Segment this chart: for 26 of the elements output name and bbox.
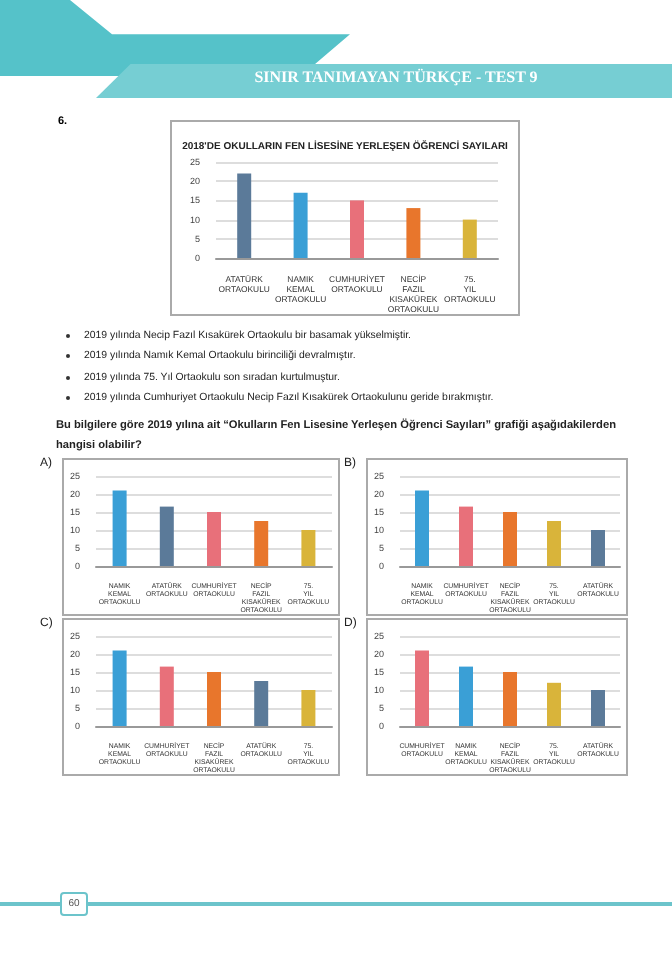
bar bbox=[415, 490, 430, 566]
bar bbox=[293, 192, 308, 258]
bar bbox=[591, 690, 605, 726]
bar bbox=[159, 506, 174, 566]
bar bbox=[591, 530, 605, 566]
bar bbox=[503, 512, 518, 566]
bar bbox=[254, 681, 269, 726]
text: SINIR TANIMAYAN TÜRKÇE - TEST 9 bbox=[252, 68, 540, 86]
bar bbox=[254, 521, 269, 566]
bar bbox=[112, 490, 127, 566]
bar bbox=[415, 650, 430, 726]
bar bbox=[547, 682, 561, 726]
bar bbox=[406, 208, 421, 258]
bar bbox=[459, 666, 474, 726]
bar bbox=[159, 666, 174, 726]
bar bbox=[462, 219, 477, 258]
bar bbox=[547, 521, 561, 566]
bar bbox=[237, 173, 252, 258]
bar bbox=[301, 690, 316, 726]
bar bbox=[207, 672, 222, 726]
bar bbox=[459, 506, 474, 566]
bar bbox=[112, 650, 127, 726]
bar bbox=[503, 672, 518, 726]
bar bbox=[350, 200, 364, 258]
bar bbox=[207, 512, 222, 566]
bar bbox=[301, 530, 316, 566]
